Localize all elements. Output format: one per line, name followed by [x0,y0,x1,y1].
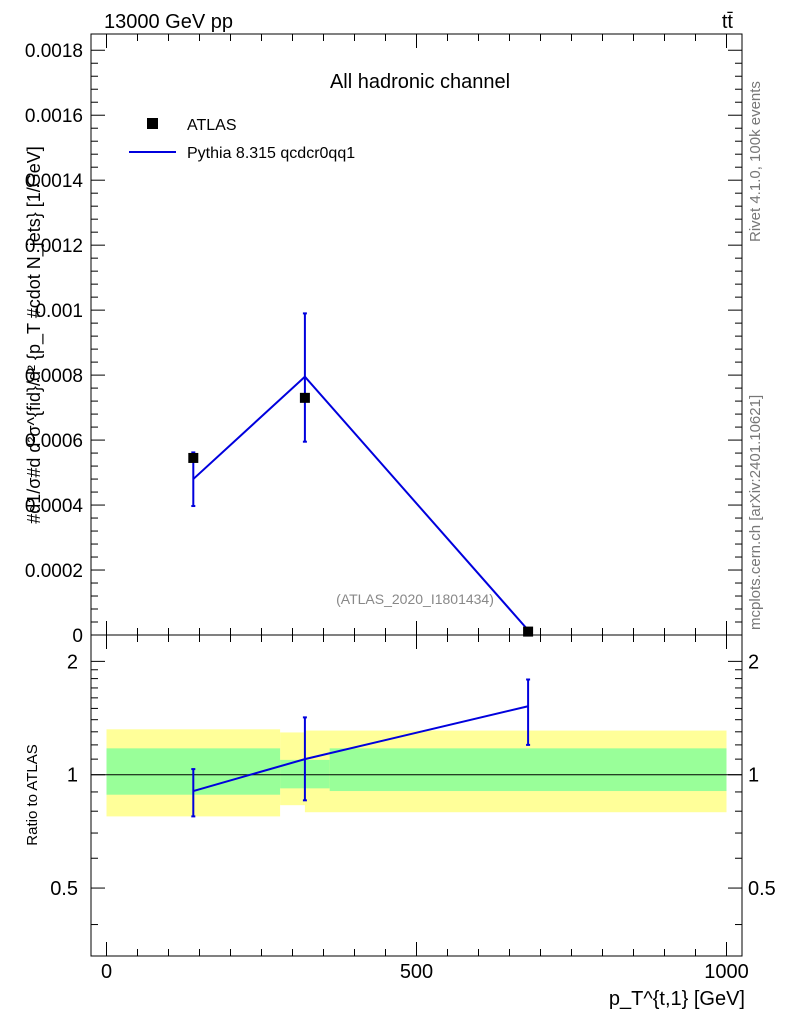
ratio-xlabel: p_T^{t,1} [GeV] [609,988,745,1010]
main-ylabel: #d1/σ#d d²σ^{fid}/d² {p_T #cdot N_jets} … [24,146,45,524]
analysis-watermark: (ATLAS_2020_I1801434) [336,591,494,607]
ratio-ytick-label-right: 1 [748,765,759,787]
ratio-band-stat [329,748,727,792]
main-ytick-label: 0.0004 [25,496,84,517]
ratio-xtick-label: 1000 [704,961,749,983]
mcplots-label: mcplots.cern.ch [arXiv:2401.10621] [747,395,764,630]
main-ytick-label: 0.0014 [25,171,84,192]
ratio-ytick-label-right: 0.5 [748,878,776,900]
atlas-point [299,392,310,403]
main-data-layer [188,312,534,637]
main-ytick-label: 0.0018 [25,41,83,62]
ratio-ytick-label: 2 [67,651,78,673]
ratio-axis-ticks: 0.5 0.5 1 1 2 2 0 500 1000 [50,635,776,983]
ratio-frame [90,634,743,957]
main-ytick-label: 0 [72,626,83,647]
ratio-data-layer [191,678,531,818]
main-ytick-label: 0.001 [35,301,83,322]
ratio-ytick-label: 0.5 [50,878,78,900]
ratio-ytick-label: 1 [67,765,78,787]
atlas-point [188,452,199,463]
legend-label-atlas: ATLAS [187,117,237,134]
main-ytick-label: 0.0006 [25,431,83,452]
rivet-label: Rivet 4.1.0, 100k events [747,81,764,242]
main-ytick-label: 0.0012 [25,236,83,257]
legend: ATLAS Pythia 8.315 qcdcr0qq1 [129,117,355,162]
ratio-xtick-label: 500 [400,961,433,983]
ratio-ylabel: Ratio to ATLAS [24,744,41,845]
ratio-xtick-label: 0 [101,961,112,983]
legend-marker-atlas [147,118,158,129]
main-axis-ticks: 0 0.0002 0.0004 0.0006 0.0008 0.001 0.0012 0.00… [25,34,742,647]
main-title: All hadronic channel [330,71,510,93]
ratio-bands-layer [91,729,742,817]
process-label: tt̄ [722,11,734,33]
atlas-point [523,626,534,637]
main-ytick-label: 0.0002 [25,561,83,582]
main-ytick-label: 0.0008 [25,366,83,387]
energy-label: 13000 GeV pp [104,11,233,33]
main-ytick-label: 0.0016 [25,106,83,127]
legend-label-pythia: Pythia 8.315 qcdcr0qq1 [187,145,355,162]
ratio-ytick-label-right: 2 [748,651,759,673]
